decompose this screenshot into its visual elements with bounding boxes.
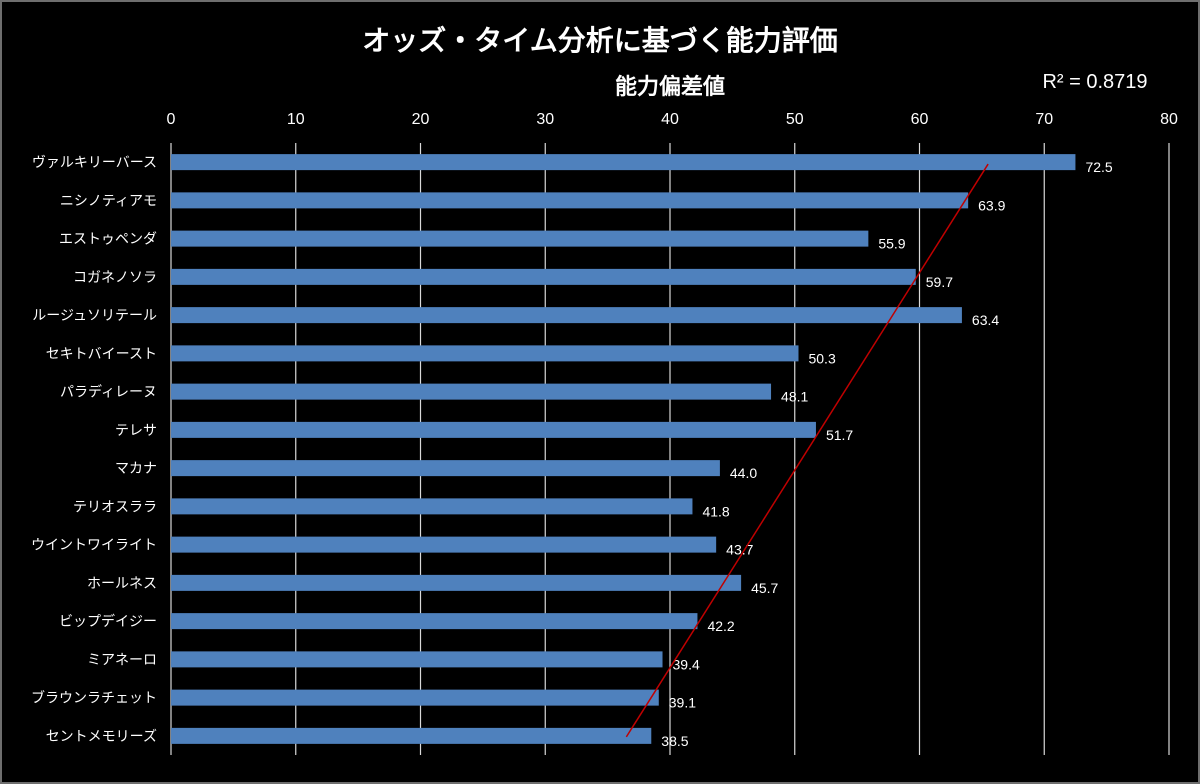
bar	[171, 345, 799, 362]
x-axis-ticks: 0 10 20 30 40 50 60 70 80	[167, 111, 1178, 128]
chart-title: オッズ・タイム分析に基づく能力評価	[362, 24, 837, 57]
value-label: 45.7	[751, 580, 778, 596]
bar	[171, 574, 742, 591]
value-label: 43.7	[726, 542, 753, 558]
category-label: テリオスララ	[73, 499, 157, 515]
trendline-line	[625, 163, 989, 738]
value-label: 44.0	[730, 465, 757, 481]
x-tick-label: 80	[1160, 111, 1178, 128]
bar	[171, 307, 962, 324]
bar	[171, 498, 693, 515]
bar	[171, 154, 1076, 171]
category-label: ニシノティアモ	[60, 193, 157, 209]
bar	[171, 651, 663, 668]
value-label: 50.3	[808, 350, 835, 366]
bars	[171, 154, 1076, 744]
x-tick-label: 20	[412, 111, 430, 128]
category-label: ブラウンラチェット	[31, 690, 157, 707]
bar	[171, 268, 916, 285]
x-tick-label: 70	[1035, 111, 1053, 128]
value-label: 55.9	[878, 236, 905, 252]
category-label: ミアネーロ	[87, 652, 157, 668]
value-labels: 72.5 63.9 55.9 59.7 63.4 50.3 48.1 51.7 44.0 41.8…	[661, 159, 1113, 749]
category-label: ホールネス	[87, 576, 157, 592]
x-tick-label: 30	[536, 111, 554, 128]
bar	[171, 230, 869, 247]
value-label: 39.4	[673, 656, 700, 672]
trendline	[625, 163, 989, 738]
bar	[171, 460, 720, 477]
bar	[171, 421, 816, 438]
value-label: 42.2	[707, 618, 734, 634]
bar	[171, 383, 772, 400]
category-label: コガネノソラ	[73, 270, 157, 286]
bar	[171, 536, 717, 553]
category-label: エストゥペンダ	[59, 232, 157, 248]
chart-subtitle: 能力偏差値	[615, 74, 725, 100]
x-tick-label: 60	[911, 111, 929, 128]
value-label: 63.4	[972, 312, 999, 328]
bar	[171, 689, 659, 706]
value-label: 48.1	[781, 389, 808, 405]
category-label: パラディレーヌ	[60, 384, 157, 401]
x-tick-label: 40	[661, 111, 679, 128]
value-label: 51.7	[826, 427, 853, 443]
category-label: ビップデイジー	[59, 613, 157, 630]
value-label: 63.9	[978, 197, 1005, 213]
value-label: 41.8	[702, 503, 729, 519]
category-label: セントメモリーズ	[46, 729, 157, 745]
value-label: 39.1	[669, 695, 696, 711]
x-tick-label: 10	[287, 111, 305, 128]
category-label: テレサ	[115, 423, 157, 439]
value-label: 72.5	[1085, 159, 1112, 175]
category-label: ルージュソリテール	[32, 308, 157, 324]
value-label: 59.7	[926, 274, 953, 290]
value-label: 38.5	[661, 733, 688, 749]
category-label: セキトバイースト	[46, 346, 157, 362]
category-label: マカナ	[115, 461, 157, 477]
r-squared-annotation: R² = 0.8719	[1042, 71, 1147, 93]
bar	[171, 613, 698, 630]
x-tick-label: 0	[167, 111, 176, 128]
x-tick-label: 50	[786, 111, 804, 128]
category-labels: ヴァルキリーバースニシノティアモエストゥペンダコガネノソラルージュソリテールセキ…	[31, 154, 157, 745]
bar	[171, 192, 969, 209]
bar	[171, 727, 652, 744]
category-label: ウイントワイライト	[31, 538, 157, 554]
category-label: ヴァルキリーバース	[32, 154, 157, 171]
